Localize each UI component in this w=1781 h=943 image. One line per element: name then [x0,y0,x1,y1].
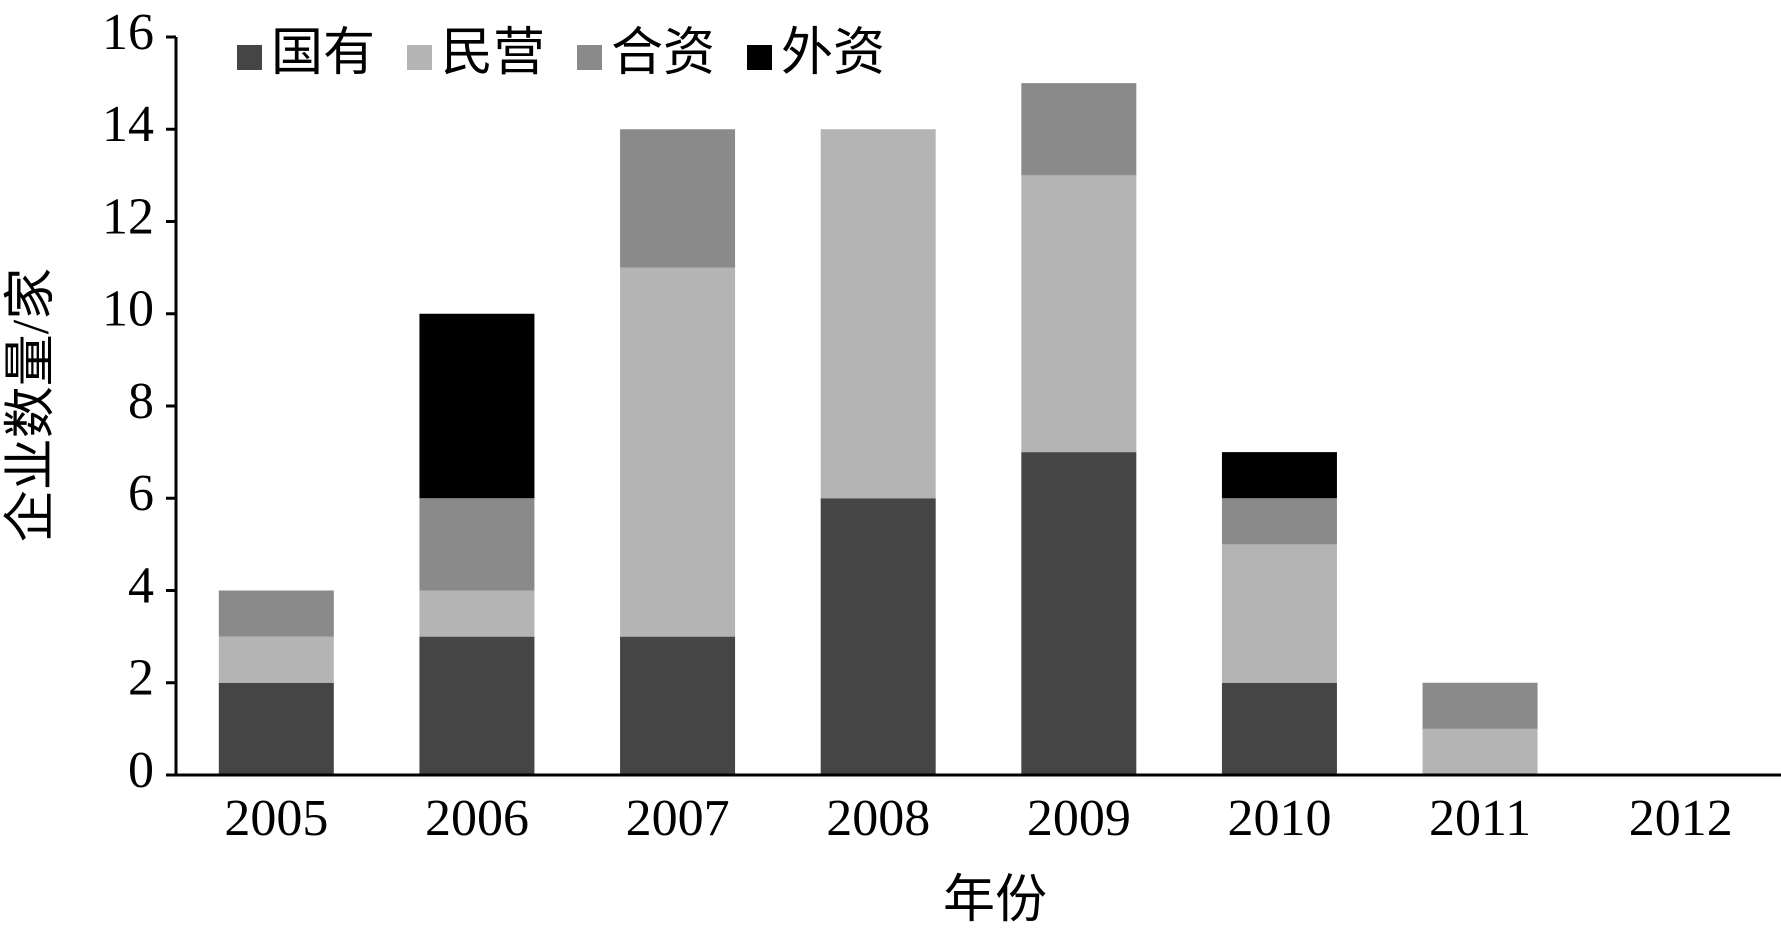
bar-segment [1021,452,1137,775]
x-tick-label: 2010 [1227,790,1331,847]
x-tick-label: 2007 [626,790,730,847]
legend-label: 外资 [781,25,885,82]
bar-segment [419,313,535,499]
bar-segment [218,682,334,775]
y-tick-label: 14 [102,96,154,153]
y-tick-label: 8 [128,373,154,430]
bar-segment [620,129,736,268]
bar-segment [1221,498,1337,545]
bar-segment [218,590,334,637]
legend-swatch [237,45,262,70]
bar-segment [419,636,535,775]
legend-swatch [577,45,602,70]
bar-segment [620,636,736,775]
x-axis-label: 年份 [943,872,1047,929]
y-tick-label: 12 [102,188,154,245]
x-tick-label: 2005 [224,790,328,847]
x-tick-label: 2012 [1629,790,1733,847]
bar-segment [419,590,535,637]
y-tick-label: 6 [128,465,154,522]
bar-segment [419,498,535,591]
bar-segment [1021,175,1137,453]
y-tick-label: 4 [128,557,154,614]
bar-segment [820,129,936,499]
y-tick-label: 10 [102,281,154,338]
x-tick-label: 2008 [826,790,930,847]
bar-segment [1021,83,1137,176]
y-tick-label: 2 [128,650,154,707]
legend-label: 国有 [271,25,375,82]
y-tick-label: 16 [102,4,154,61]
x-tick-label: 2006 [425,790,529,847]
bar-segment [218,636,334,683]
x-tick-label: 2009 [1027,790,1131,847]
bar-segment [1221,544,1337,683]
bar-segment [1422,682,1538,729]
bar-segment [1221,452,1337,499]
bar-segment [1422,728,1538,775]
legend-label: 民营 [441,25,545,82]
x-tick-label: 2011 [1429,790,1531,847]
bar-segment [820,498,936,775]
legend-label: 合资 [611,25,715,82]
y-tick-label: 0 [128,742,154,799]
legend-swatch [747,45,772,70]
bar-segment [620,267,736,637]
legend-swatch [407,45,432,70]
bar-segment [1221,682,1337,775]
y-axis-label: 企业数量/家 [3,268,60,542]
